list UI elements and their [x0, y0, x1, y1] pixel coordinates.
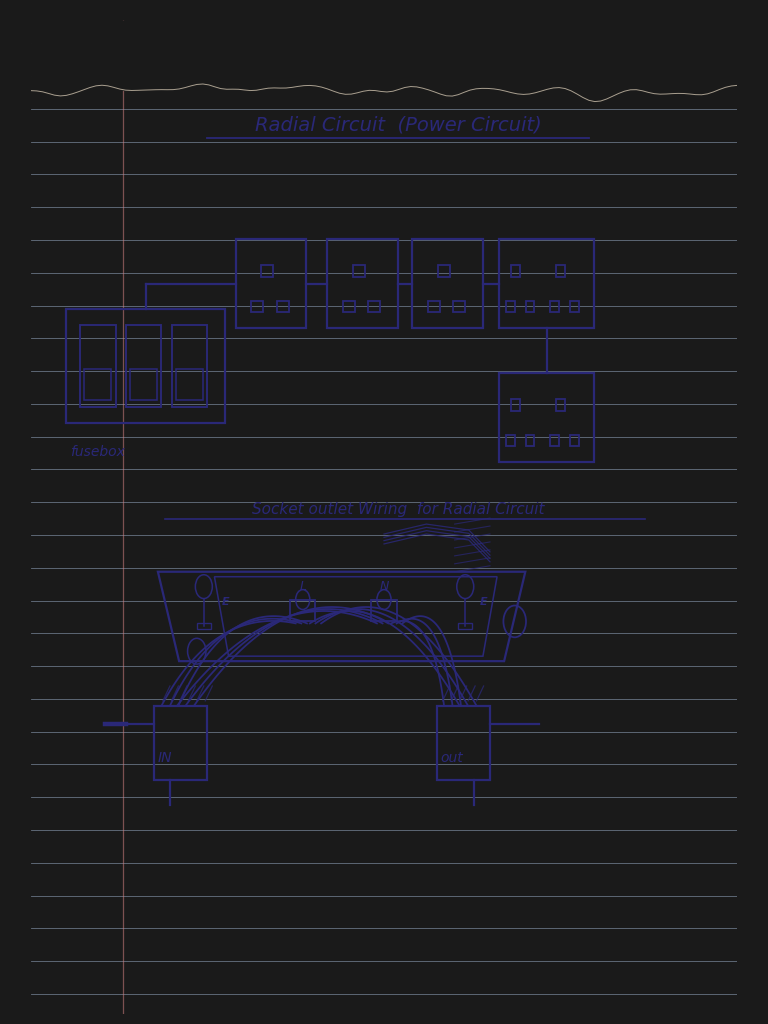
- Bar: [154, 706, 207, 780]
- Bar: [571, 435, 579, 446]
- Bar: [551, 301, 559, 312]
- Bar: [371, 600, 397, 622]
- Bar: [511, 265, 520, 276]
- Bar: [571, 301, 579, 312]
- Bar: [172, 325, 207, 407]
- Bar: [251, 301, 263, 312]
- Text: fusebox: fusebox: [70, 444, 124, 459]
- Bar: [453, 301, 465, 312]
- Bar: [499, 239, 594, 329]
- Bar: [551, 435, 559, 446]
- Bar: [353, 265, 366, 276]
- Text: out: out: [441, 752, 463, 766]
- Text: IN: IN: [158, 752, 172, 766]
- Bar: [343, 301, 355, 312]
- Text: Radial Circuit  (Power Circuit): Radial Circuit (Power Circuit): [255, 116, 541, 134]
- Bar: [511, 399, 520, 411]
- Bar: [525, 301, 534, 312]
- Bar: [177, 369, 203, 400]
- Bar: [276, 301, 289, 312]
- Text: N: N: [379, 581, 389, 593]
- Bar: [556, 399, 564, 411]
- Text: E: E: [221, 597, 229, 606]
- Bar: [506, 301, 515, 312]
- Text: E: E: [479, 597, 487, 606]
- Bar: [525, 435, 534, 446]
- Bar: [84, 369, 111, 400]
- Bar: [126, 325, 161, 407]
- Bar: [261, 265, 273, 276]
- Bar: [499, 373, 594, 463]
- Bar: [236, 239, 306, 329]
- Bar: [290, 600, 316, 622]
- Bar: [66, 308, 225, 423]
- Bar: [438, 265, 450, 276]
- Bar: [556, 265, 564, 276]
- Text: L: L: [300, 581, 306, 593]
- Bar: [458, 624, 472, 630]
- Bar: [80, 325, 115, 407]
- Bar: [327, 239, 398, 329]
- Bar: [506, 435, 515, 446]
- Text: Socket outlet Wiring  for Radial Circuit: Socket outlet Wiring for Radial Circuit: [252, 502, 545, 517]
- Bar: [197, 624, 211, 630]
- Bar: [437, 706, 490, 780]
- Bar: [131, 369, 157, 400]
- Bar: [369, 301, 380, 312]
- Bar: [412, 239, 483, 329]
- Bar: [428, 301, 440, 312]
